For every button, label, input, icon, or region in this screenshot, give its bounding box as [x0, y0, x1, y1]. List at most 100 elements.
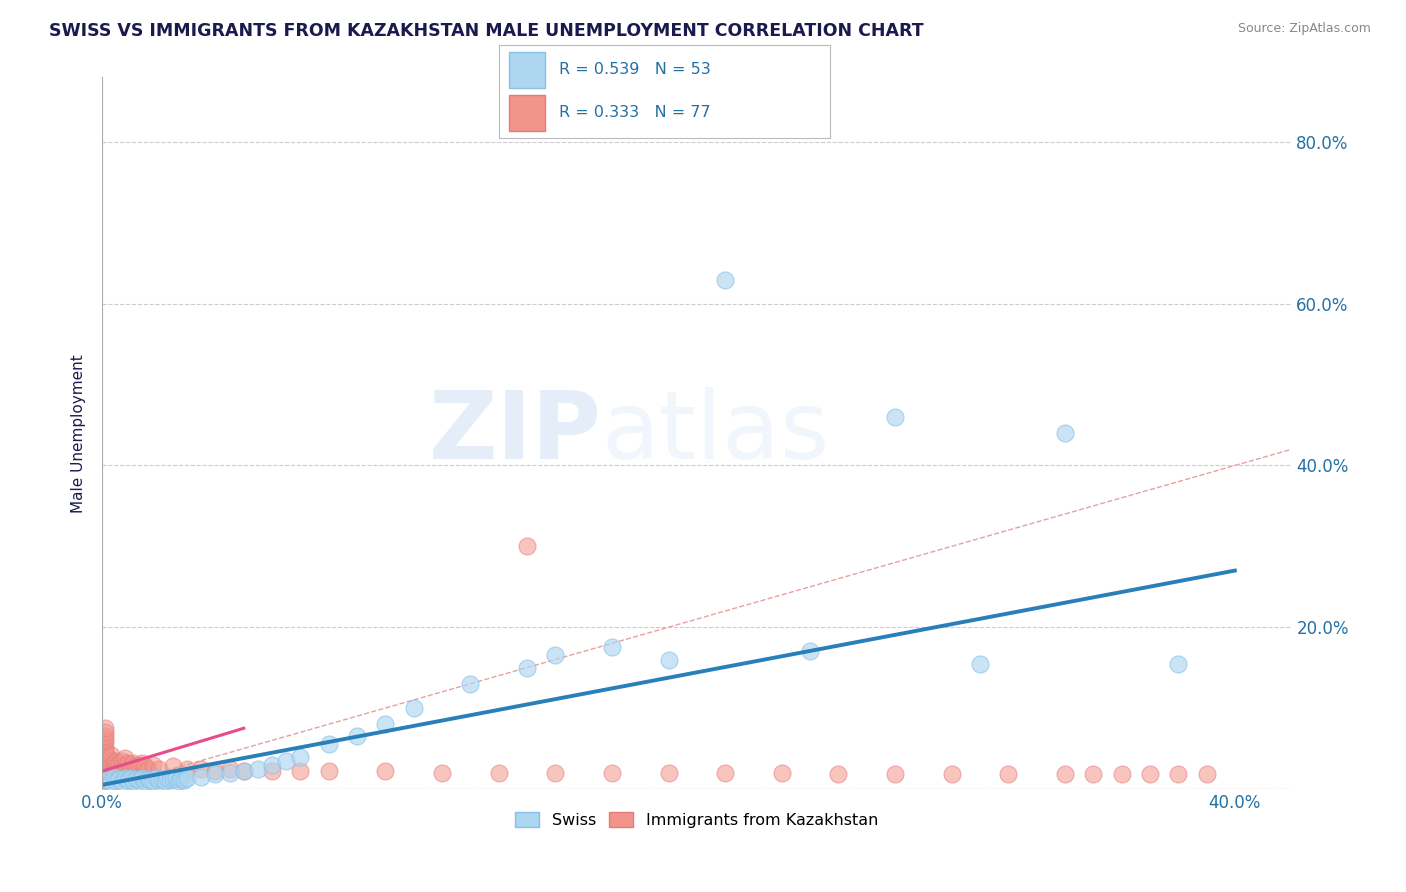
Point	[111, 759, 134, 773]
Point	[167, 773, 190, 788]
Point	[884, 409, 907, 424]
Point	[100, 759, 122, 773]
Point	[770, 765, 793, 780]
Point	[318, 738, 340, 752]
Y-axis label: Male Unemployment: Male Unemployment	[72, 354, 86, 513]
Point	[150, 772, 173, 787]
Point	[544, 765, 567, 780]
Point	[145, 772, 167, 786]
Point	[153, 773, 176, 788]
Point	[100, 764, 122, 778]
Point	[94, 757, 117, 772]
Point	[94, 751, 117, 765]
Point	[97, 765, 120, 780]
Point	[100, 747, 122, 762]
Point	[103, 762, 125, 776]
Point	[402, 701, 425, 715]
Point	[1053, 767, 1076, 781]
Point	[941, 767, 963, 781]
Point	[148, 772, 170, 787]
Point	[94, 773, 117, 788]
Point	[94, 772, 117, 787]
Point	[131, 772, 153, 786]
Point	[173, 772, 195, 787]
Point	[176, 762, 198, 776]
Bar	[509, 52, 546, 87]
Point	[430, 765, 453, 780]
Point	[1139, 767, 1161, 781]
Point	[120, 757, 142, 772]
Point	[600, 640, 623, 655]
Point	[131, 756, 153, 770]
Point	[97, 762, 120, 776]
Point	[105, 759, 128, 773]
Point	[714, 272, 737, 286]
Point	[884, 767, 907, 781]
Point	[262, 764, 284, 778]
Bar	[509, 95, 546, 131]
Point	[374, 764, 396, 778]
Point	[114, 772, 136, 786]
Point	[122, 756, 145, 770]
Point	[262, 757, 284, 772]
Point	[97, 749, 120, 764]
Point	[346, 729, 368, 743]
Point	[125, 772, 148, 787]
Point	[232, 764, 254, 778]
Point	[170, 772, 193, 787]
Point	[103, 756, 125, 770]
Point	[1083, 767, 1105, 781]
Point	[204, 767, 226, 781]
Point	[204, 764, 226, 778]
Point	[799, 644, 821, 658]
Point	[969, 657, 991, 671]
Point	[94, 729, 117, 743]
Point	[94, 767, 117, 781]
Point	[276, 754, 298, 768]
Point	[94, 773, 117, 788]
Point	[94, 746, 117, 760]
Point	[544, 648, 567, 663]
Point	[128, 757, 150, 772]
Point	[1111, 767, 1133, 781]
Point	[159, 772, 181, 787]
Text: atlas: atlas	[602, 387, 830, 479]
Point	[108, 756, 131, 770]
Point	[162, 772, 184, 787]
Point	[374, 717, 396, 731]
Point	[100, 754, 122, 768]
Point	[97, 757, 120, 772]
Point	[827, 767, 849, 781]
Point	[1167, 767, 1189, 781]
Point	[290, 764, 312, 778]
Point	[516, 539, 538, 553]
Point	[139, 772, 162, 787]
Point	[136, 772, 159, 787]
Point	[114, 751, 136, 765]
Text: SWISS VS IMMIGRANTS FROM KAZAKHSTAN MALE UNEMPLOYMENT CORRELATION CHART: SWISS VS IMMIGRANTS FROM KAZAKHSTAN MALE…	[49, 22, 924, 40]
Point	[246, 762, 269, 776]
Point	[516, 660, 538, 674]
Point	[105, 773, 128, 788]
Point	[232, 764, 254, 778]
Point	[997, 767, 1019, 781]
Legend: Swiss, Immigrants from Kazakhstan: Swiss, Immigrants from Kazakhstan	[509, 805, 884, 834]
Point	[122, 773, 145, 788]
Point	[1167, 657, 1189, 671]
Point	[94, 770, 117, 784]
Point	[148, 762, 170, 776]
Point	[114, 757, 136, 772]
Point	[165, 772, 187, 786]
Point	[94, 739, 117, 754]
Point	[117, 772, 139, 787]
Point	[488, 765, 510, 780]
Point	[120, 771, 142, 785]
Point	[657, 765, 679, 780]
Point	[134, 759, 156, 773]
Text: Source: ZipAtlas.com: Source: ZipAtlas.com	[1237, 22, 1371, 36]
Point	[100, 775, 122, 789]
Point	[111, 754, 134, 768]
Text: R = 0.333   N = 77: R = 0.333 N = 77	[558, 105, 710, 120]
Point	[94, 764, 117, 778]
Point	[108, 772, 131, 787]
